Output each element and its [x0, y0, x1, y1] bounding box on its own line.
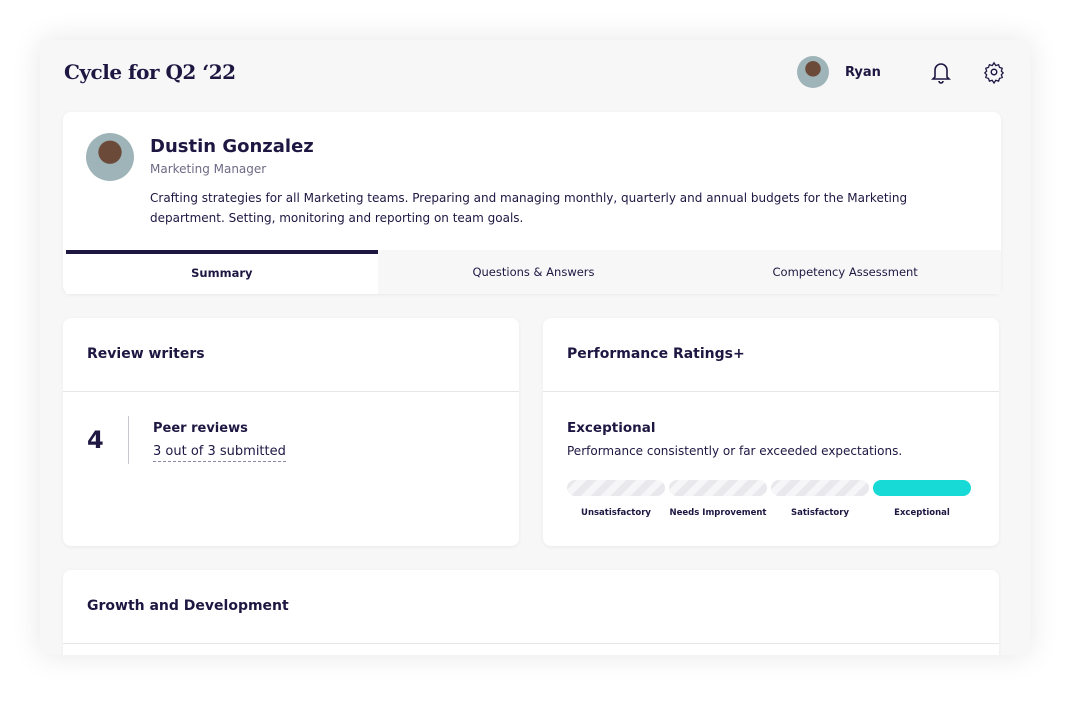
rating-scale: Unsatisfactory Needs Improvement Satisfa… — [567, 480, 971, 518]
profile-description: Crafting strategies for all Marketing te… — [150, 191, 908, 225]
submission-status-link[interactable]: 3 out of 3 submitted — [153, 444, 286, 462]
card-title: Growth and Development — [63, 570, 999, 644]
rating-bar-satisfactory — [771, 480, 869, 496]
user-avatar — [797, 56, 829, 88]
user-menu[interactable]: Ryan — [797, 56, 881, 88]
rating-label: Exceptional — [894, 508, 950, 518]
profile-role: Marketing Manager — [150, 162, 267, 176]
tab-questions-answers[interactable]: Questions & Answers — [377, 250, 690, 294]
bell-icon[interactable] — [930, 60, 952, 84]
rating-bar-needs-improvement — [669, 480, 767, 496]
performance-ratings-card: Performance Ratings+ Exceptional Perform… — [543, 318, 999, 546]
review-count: 4 — [87, 426, 104, 454]
profile-avatar — [86, 133, 134, 181]
card-title: Performance Ratings+ — [543, 318, 999, 392]
rating-bar-exceptional — [873, 480, 971, 496]
tab-bar: Summary Questions & Answers Competency A… — [66, 250, 1002, 294]
rating-label: Needs Improvement — [669, 508, 767, 518]
rating-label: Satisfactory — [790, 508, 849, 518]
tab-summary[interactable]: Summary — [66, 250, 378, 294]
review-type: Peer reviews — [153, 421, 248, 436]
user-name: Ryan — [845, 64, 881, 80]
review-writers-card: Review writers 4 Peer reviews 3 out of 3… — [63, 318, 519, 546]
card-title: Review writers — [63, 318, 519, 392]
app-window: Cycle for Q2 ‘22 Ryan Dustin Gonzalez Ma… — [40, 40, 1030, 655]
profile-card: Dustin Gonzalez Marketing Manager Crafti… — [63, 112, 1002, 294]
tab-competency-assessment[interactable]: Competency Assessment — [689, 250, 1002, 294]
rating-description: Performance consistently or far exceeded… — [567, 444, 903, 458]
rating-bar-unsatisfactory — [567, 480, 665, 496]
divider — [128, 416, 129, 464]
profile-name: Dustin Gonzalez — [150, 136, 314, 157]
rating-title: Exceptional — [567, 420, 656, 436]
rating-label: Unsatisfactory — [581, 508, 651, 518]
page-title: Cycle for Q2 ‘22 — [64, 60, 236, 84]
gear-icon[interactable] — [983, 60, 1005, 84]
growth-development-card: Growth and Development — [63, 570, 999, 655]
